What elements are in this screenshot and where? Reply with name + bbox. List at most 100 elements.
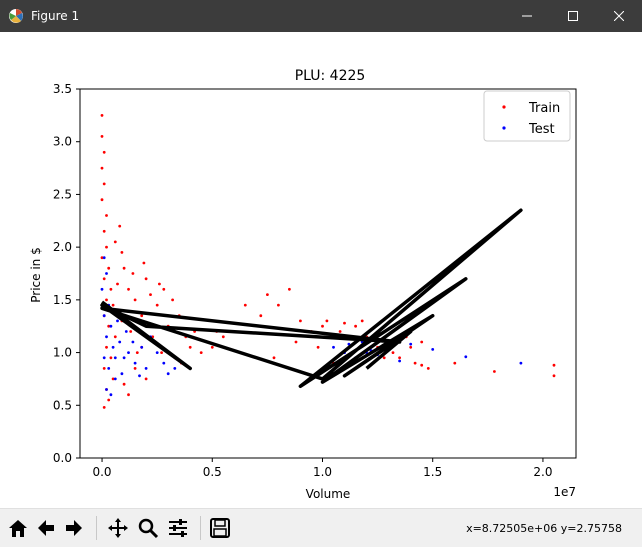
chart-title: PLU: 4225 xyxy=(295,68,366,84)
pan-button[interactable] xyxy=(106,516,130,540)
data-point-train xyxy=(111,377,115,381)
data-point-train xyxy=(155,303,159,307)
back-button[interactable] xyxy=(34,516,58,540)
data-point-train xyxy=(316,345,320,349)
data-point-test xyxy=(144,367,148,370)
data-point-test xyxy=(464,355,468,359)
data-point-train xyxy=(343,321,346,325)
data-point-test xyxy=(431,348,435,351)
legend: Train Test xyxy=(483,90,571,142)
data-point-train xyxy=(413,361,417,365)
forward-button[interactable] xyxy=(62,516,86,540)
data-point-test xyxy=(109,393,113,397)
data-point-test xyxy=(107,367,111,370)
data-point-train xyxy=(221,335,225,339)
data-point-train xyxy=(354,324,357,328)
data-point-train xyxy=(149,293,152,296)
x-tick-label: 0.5 xyxy=(203,465,222,479)
data-point-train xyxy=(199,351,203,354)
data-point-train xyxy=(122,266,126,270)
title-bar: Figure 1 xyxy=(0,0,642,32)
y-tick-label: 3.5 xyxy=(53,82,72,96)
data-point-train xyxy=(299,319,302,323)
close-icon xyxy=(614,11,624,21)
legend-label-test: Test xyxy=(528,122,555,137)
data-point-train xyxy=(144,377,148,381)
data-point-train xyxy=(102,367,106,370)
save-button[interactable] xyxy=(208,516,232,540)
data-point-train xyxy=(210,345,214,349)
data-point-train xyxy=(188,345,192,349)
pan-icon xyxy=(108,518,128,538)
legend-label-train: Train xyxy=(528,101,560,116)
data-point-train xyxy=(102,182,106,186)
data-point-train xyxy=(113,335,117,339)
home-icon xyxy=(9,520,27,537)
fit-line xyxy=(100,208,523,389)
data-point-train xyxy=(171,298,175,302)
data-point-train xyxy=(100,198,104,202)
data-point-test xyxy=(409,342,413,346)
data-point-train xyxy=(102,229,106,233)
data-point-train xyxy=(129,330,133,333)
matplotlib-icon xyxy=(9,9,23,23)
data-point-train xyxy=(107,324,111,328)
data-point-train xyxy=(259,314,263,318)
data-point-train xyxy=(272,356,276,360)
data-point-train xyxy=(552,363,556,367)
data-point-train xyxy=(325,319,329,323)
data-point-train xyxy=(100,256,104,260)
data-point-train xyxy=(102,150,106,154)
subplots-icon xyxy=(169,519,187,537)
zoom-button[interactable] xyxy=(136,516,160,540)
data-point-test xyxy=(105,388,108,391)
home-button[interactable] xyxy=(6,516,30,540)
x-tick-label: 0.0 xyxy=(92,465,111,479)
data-point-test xyxy=(102,356,106,360)
close-button[interactable] xyxy=(596,0,642,32)
data-point-train xyxy=(105,214,108,217)
data-point-test xyxy=(133,361,137,365)
data-point-train xyxy=(243,303,247,307)
forward-arrow-icon xyxy=(66,520,82,536)
data-point-train xyxy=(100,135,104,138)
figure-canvas[interactable]: PLU: 4225 0.0 0.5 1.0 1.5 2.0 0.0 0.5 1.0 1.5 2.0… xyxy=(0,32,642,508)
y-tick-label: 1.5 xyxy=(53,293,72,307)
maximize-icon xyxy=(568,11,578,21)
scatter-chart: PLU: 4225 0.0 0.5 1.0 1.5 2.0 0.0 0.5 1.0 1.5 2.0… xyxy=(29,68,577,501)
data-point-test xyxy=(127,351,130,354)
data-point-train xyxy=(409,345,413,349)
data-point-train xyxy=(105,245,108,249)
data-point-test xyxy=(113,356,117,360)
data-point-test xyxy=(116,319,119,323)
y-axis-label: Price in $ xyxy=(29,247,43,302)
toolbar-separator xyxy=(96,516,97,540)
data-point-train xyxy=(135,351,139,354)
data-point-train xyxy=(122,382,126,386)
data-point-train xyxy=(398,356,401,360)
x-tick-label: 1.5 xyxy=(423,465,442,479)
y-tick-label: 0.5 xyxy=(53,398,72,412)
data-point-test xyxy=(118,340,122,344)
data-point-train xyxy=(102,277,106,281)
cursor-coordinates: x=8.72505e+06 y=2.75758 xyxy=(466,522,622,535)
data-point-train xyxy=(100,114,104,117)
data-point-train xyxy=(118,224,122,228)
minimize-button[interactable] xyxy=(504,0,550,32)
x-tick-label: 2.0 xyxy=(533,465,552,479)
data-point-test xyxy=(131,340,135,344)
data-point-test xyxy=(519,361,523,365)
data-point-train xyxy=(140,314,144,318)
subplots-button[interactable] xyxy=(166,516,190,540)
data-point-train xyxy=(453,361,457,365)
data-point-test xyxy=(102,256,106,260)
data-point-train xyxy=(382,356,386,360)
data-point-train xyxy=(277,303,280,307)
maximize-button[interactable] xyxy=(550,0,596,32)
data-point-test xyxy=(105,335,108,339)
fit-line-layer xyxy=(100,208,523,389)
data-point-train xyxy=(120,251,124,254)
data-point-train xyxy=(111,303,115,307)
legend-marker-train xyxy=(502,105,506,109)
